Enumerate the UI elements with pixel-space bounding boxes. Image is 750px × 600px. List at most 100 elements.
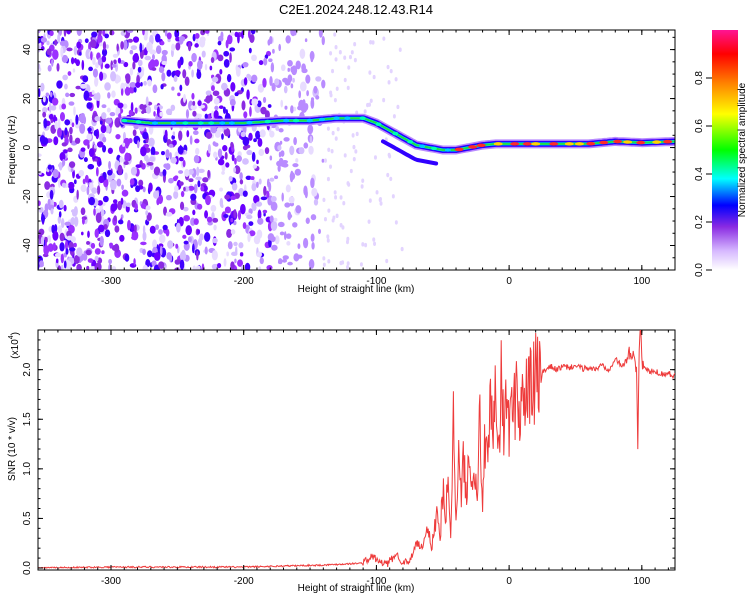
spectrogram-faint-blob [371,40,375,45]
spectrogram-noise-blob [123,39,128,51]
spectrogram-noise-blob [132,61,136,70]
spectrogram-noise-blob [153,110,156,117]
spectrogram-noise-blob [290,170,294,180]
spectrogram-noise-blob [112,199,118,204]
spectrogram-noise-blob [205,195,211,206]
spectrogram-noise-blob [90,242,96,249]
spectrogram-ridge-peak [531,142,541,146]
spectrogram-noise-blob [262,209,268,214]
spectrogram-noise-blob [46,40,50,46]
spectrogram-noise-blob [52,242,56,252]
spectrogram-noise-blob [103,178,109,188]
spectrogram-noise-blob [123,161,129,166]
spectrogram-faint-blob [350,50,354,55]
spectrogram-noise-blob [217,54,224,62]
spectrogram-noise-blob [129,67,134,76]
top-x-tick-label: 0 [506,276,512,287]
spectrogram-faint-blob [327,147,331,152]
spectrogram-noise-blob [137,66,142,73]
spectrogram-noise-blob [244,262,251,270]
spectrogram-noise-blob [46,48,52,56]
spectrogram-noise-blob [142,131,149,140]
spectrogram-noise-blob [222,145,228,152]
spectrogram-noise-blob [241,30,244,39]
spectrogram-noise-blob [130,45,138,51]
spectrogram-noise-blob [188,61,193,67]
spectrogram-noise-blob [121,189,129,197]
spectrogram-noise-blob [133,258,136,266]
spectrogram-faint-blob [334,44,338,50]
spectrogram-noise-blob [234,157,237,165]
spectrogram-noise-blob [310,98,315,109]
spectrogram-noise-blob [127,38,134,43]
spectrogram-noise-blob [85,249,92,256]
spectrogram-noise-blob [169,254,173,263]
spectrogram-noise-blob [197,100,202,107]
spectrogram-ridge-peak [493,142,503,146]
spectrogram-noise-blob [230,229,236,235]
spectrogram-noise-blob [226,228,233,238]
spectrogram-noise-blob [248,221,254,226]
spectrogram-noise-blob [140,241,147,246]
spectrogram-faint-blob [327,259,331,264]
spectrogram-noise-blob [94,228,99,238]
spectrogram-noise-blob [82,252,88,261]
spectrogram-noise-blob [309,50,315,61]
spectrogram-faint-blob [339,195,343,200]
spectrogram-noise-blob [88,66,93,72]
spectrogram-noise-blob [175,42,181,51]
top-y-tick-label: 40 [22,44,33,56]
spectrogram-faint-blob [364,242,368,248]
spectrogram-noise-blob [82,75,89,83]
spectrogram-noise-blob [74,137,81,144]
spectrogram-noise-blob [239,172,243,180]
spectrogram-noise-blob [95,92,101,102]
spectrogram-noise-blob [84,174,89,183]
spectrogram-noise-blob [183,93,187,104]
spectrogram-noise-blob [249,106,252,117]
spectrogram-noise-blob [277,221,285,228]
spectrogram-noise [38,30,404,270]
spectrogram-noise-blob [212,237,218,244]
spectrogram-faint-blob [361,178,365,183]
spectrogram-noise-blob [177,59,182,69]
spectrogram-faint-blob [333,97,337,103]
spectrogram-noise-blob [113,59,117,65]
spectrogram-ridge-peak [522,142,532,146]
spectrogram-noise-blob [290,83,294,89]
spectrogram-noise-blob [94,116,101,122]
spectrogram-noise-blob [103,224,108,230]
spectrogram-frame [37,29,676,271]
spectrogram-noise-blob [172,131,176,136]
spectrogram-noise-blob [318,228,321,235]
spectrogram-faint-blob [329,51,333,56]
spectrogram-noise-blob [55,258,59,264]
spectrogram-noise-blob [153,252,161,261]
spectrogram-noise-blob [308,145,314,155]
spectrogram-noise-blob [187,185,195,191]
spectrogram-noise-blob [223,213,229,219]
spectrogram-noise-blob [226,251,229,257]
spectrogram-noise-blob [265,190,270,199]
spectrogram-noise-blob [139,103,145,110]
spectrogram-noise-blob [49,189,54,200]
spectrogram-noise-blob [217,158,225,166]
spectrogram-noise-blob [54,252,62,258]
spectrogram-noise-blob [96,185,101,195]
spectrogram-noise-blob [124,152,130,162]
spectrogram-noise-blob [234,92,239,97]
spectrogram-noise-blob [233,241,238,247]
spectrogram-noise-blob [179,84,183,92]
spectrogram-noise-blob [147,250,153,258]
spectrogram-faint-blob [400,246,404,252]
spectrogram-noise-blob [285,35,291,44]
spectrogram-noise-blob [43,118,47,127]
spectrogram-ridge-peak [344,116,351,120]
spectrogram-faint-blob [388,154,392,159]
spectrogram-noise-blob [151,260,157,267]
spectrogram-noise-blob [166,32,172,40]
spectrogram-ridge-branch [381,139,439,166]
colorbar-tick-label: 0.4 [694,167,705,181]
top-y-axis: -40 -20 0 20 40 [22,36,675,271]
